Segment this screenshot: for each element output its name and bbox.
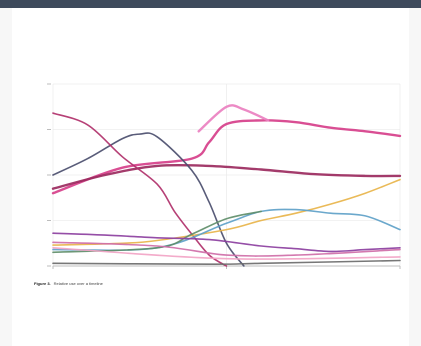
window-top-bar [0, 0, 421, 8]
series-line-2 [197, 104, 270, 133]
document-page [12, 8, 409, 346]
series-line-4 [52, 132, 245, 267]
series-line-8 [52, 210, 262, 254]
series-layer [51, 104, 402, 267]
series-line-11 [52, 247, 401, 260]
series-line-9 [52, 232, 401, 253]
series-line-10 [52, 241, 401, 257]
figure-caption: Figure 3. Relative use over a timeline [34, 279, 394, 289]
series-line-6 [52, 178, 401, 246]
series-line-3 [51, 163, 402, 190]
series-line-1 [51, 119, 402, 195]
figure-caption-label: Figure 3. [34, 281, 51, 286]
figure-caption-text: Relative use over a timeline [53, 281, 103, 286]
series-line-12 [52, 259, 401, 265]
